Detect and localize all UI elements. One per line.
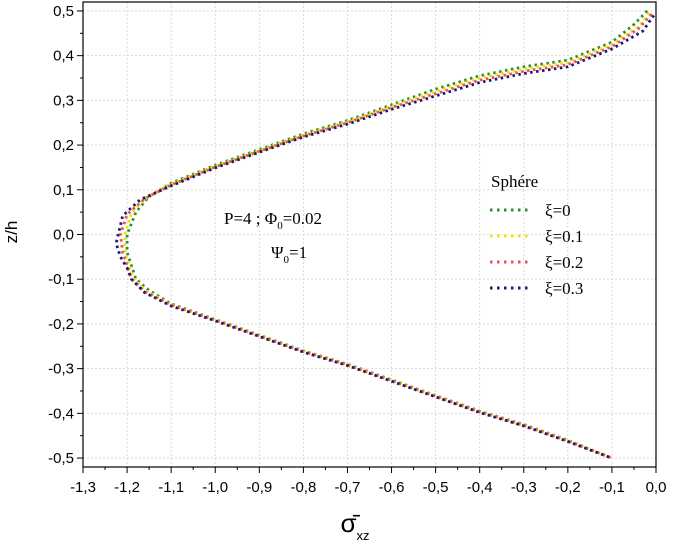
legend-title: Sphére xyxy=(491,172,538,191)
y-tick-label: -0,4 xyxy=(48,405,74,422)
x-tick-label: -1,1 xyxy=(158,479,184,496)
x-tick-label: -0,6 xyxy=(379,479,405,496)
series-layer xyxy=(114,9,655,460)
y-tick-label: -0,1 xyxy=(48,271,74,288)
legend-entry: ξ=0.1 xyxy=(545,227,583,246)
annotation-line2-a: Ψ xyxy=(271,243,284,262)
y-tick-label: 0,4 xyxy=(53,48,74,65)
legend-entry: ξ=0.3 xyxy=(545,279,583,298)
legend-entry: ξ=0.2 xyxy=(545,253,583,272)
y-tick-label: 0,0 xyxy=(53,227,74,244)
y-tick-label: 0,1 xyxy=(53,182,74,199)
series-line-2 xyxy=(119,13,653,460)
svg-text:Ψ0=1: Ψ0=1 xyxy=(271,243,307,266)
annotation-line2-b: =1 xyxy=(289,243,307,262)
x-tick-label: -0,9 xyxy=(246,479,272,496)
svg-text:P=4 ; Φ0=0.02: P=4 ; Φ0=0.02 xyxy=(224,209,322,232)
x-tick-label: -1,3 xyxy=(70,479,96,496)
grid-layer xyxy=(82,2,657,467)
x-tick-label: -0,1 xyxy=(599,479,625,496)
y-tick-label: 0,5 xyxy=(53,3,74,20)
annotation-line1-a: P=4 ; Φ xyxy=(224,209,277,228)
x-tick-label: -0,5 xyxy=(423,479,449,496)
annotation: P=4 ; Φ0=0.02 Ψ0=1 xyxy=(224,209,322,266)
x-tick-label: -0,3 xyxy=(511,479,537,496)
annotation-line2-sub: 0 xyxy=(284,254,290,266)
annotation-line1-sub: 0 xyxy=(277,220,283,232)
x-axis-title-main: σ̄ xyxy=(340,508,360,538)
y-tick-label: -0,3 xyxy=(48,361,74,378)
svg-text:σ̄xz: σ̄xz xyxy=(340,508,369,542)
y-axis-title: z/h xyxy=(2,221,21,244)
x-tick-label: -0,2 xyxy=(555,479,581,496)
x-axis-title: σ̄xz xyxy=(340,508,369,542)
y-tick-label: 0,2 xyxy=(53,137,74,154)
y-tick-label: -0,2 xyxy=(48,316,74,333)
legend: Sphére ξ=0 ξ=0.1 ξ=0.2 ξ=0.3 xyxy=(490,172,583,298)
y-tick-label: -0,5 xyxy=(48,450,74,467)
series-line-1 xyxy=(123,12,651,460)
x-tick-label: -0,7 xyxy=(335,479,361,496)
tick-layer: -1,3 -1,2 -1,1 -1,0 -0,9 -0,8 -0,7 -0,6 -0,5 -0,4… xyxy=(48,3,666,496)
x-axis-title-sub: xz xyxy=(357,528,370,542)
x-tick-label: -0,4 xyxy=(467,479,493,496)
series-line-3 xyxy=(114,14,655,460)
x-tick-label: -1,0 xyxy=(202,479,228,496)
annotation-line1-b: =0.02 xyxy=(283,209,322,228)
x-tick-label: -1,2 xyxy=(114,479,140,496)
legend-entry: ξ=0 xyxy=(545,201,571,220)
x-tick-label: 0,0 xyxy=(646,479,667,496)
x-tick-label: -0,8 xyxy=(290,479,316,496)
y-tick-label: 0,3 xyxy=(53,92,74,109)
